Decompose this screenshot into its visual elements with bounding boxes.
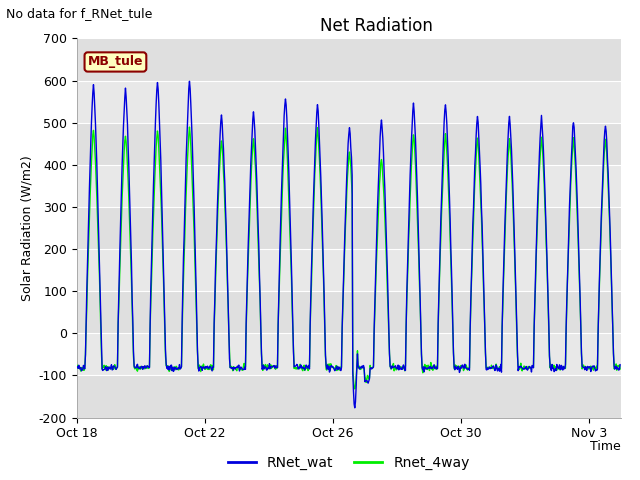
Title: Net Radiation: Net Radiation xyxy=(319,17,433,36)
Y-axis label: Solar Radiation (W/m2): Solar Radiation (W/m2) xyxy=(20,155,33,301)
Bar xyxy=(77,123,621,165)
Text: No data for f_RNet_tule: No data for f_RNet_tule xyxy=(6,7,153,20)
Text: MB_tule: MB_tule xyxy=(88,56,143,69)
Bar xyxy=(77,291,621,333)
Bar xyxy=(77,38,621,81)
X-axis label: Time: Time xyxy=(590,440,621,453)
Bar xyxy=(77,375,621,418)
Legend: RNet_wat, Rnet_4way: RNet_wat, Rnet_4way xyxy=(223,450,475,475)
Bar xyxy=(77,207,621,249)
